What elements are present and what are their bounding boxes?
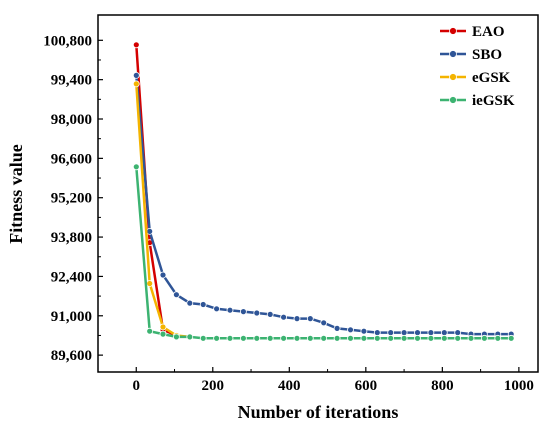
x-tick-label: 0 bbox=[133, 378, 141, 394]
data-point-sbo bbox=[226, 306, 234, 314]
x-tick-label: 200 bbox=[202, 378, 225, 394]
series-line-sbo bbox=[135, 75, 512, 336]
data-point-sbo bbox=[239, 308, 247, 316]
data-point-sbo bbox=[253, 309, 261, 317]
data-point-sbo bbox=[306, 315, 314, 323]
data-point-iegsk bbox=[253, 334, 261, 342]
data-point-sbo bbox=[159, 271, 167, 279]
data-point-iegsk bbox=[507, 334, 515, 342]
data-point-iegsk bbox=[387, 334, 395, 342]
data-point-sbo bbox=[360, 327, 368, 335]
data-point-sbo bbox=[213, 305, 221, 313]
data-point-sbo bbox=[280, 313, 288, 321]
data-point-iegsk bbox=[467, 334, 475, 342]
data-point-eao bbox=[132, 41, 140, 49]
data-point-sbo bbox=[146, 227, 154, 235]
legend-marker bbox=[449, 50, 457, 58]
plot-frame bbox=[97, 14, 539, 373]
data-point-sbo bbox=[347, 326, 354, 334]
data-point-sbo bbox=[440, 329, 448, 337]
data-point-sbo bbox=[293, 315, 301, 323]
x-axis: 0 200 400 600 800 1000 bbox=[133, 367, 534, 394]
data-point-sbo bbox=[266, 310, 274, 318]
legend-marker bbox=[449, 27, 457, 35]
x-axis-title: Number of iterations bbox=[238, 402, 399, 422]
data-point-iegsk bbox=[427, 334, 435, 342]
y-tick-label: 92,400 bbox=[51, 269, 92, 285]
x-tick-label: 400 bbox=[278, 378, 301, 394]
data-point-iegsk bbox=[400, 334, 408, 342]
data-point-iegsk bbox=[494, 334, 502, 342]
data-point-sbo bbox=[373, 329, 381, 337]
y-tick-label: 95,200 bbox=[51, 191, 92, 207]
x-tick-label: 600 bbox=[355, 378, 378, 394]
series-layer bbox=[132, 41, 515, 342]
data-point-iegsk bbox=[266, 334, 274, 342]
data-point-sbo bbox=[400, 329, 408, 337]
data-point-iegsk bbox=[199, 334, 207, 342]
legend: EAO SBO eGSK ieGSK bbox=[440, 24, 515, 109]
series-line-iegsk bbox=[135, 166, 512, 340]
legend-label: SBO bbox=[472, 47, 502, 63]
data-point-iegsk bbox=[280, 334, 288, 342]
x-tick-label: 800 bbox=[431, 378, 454, 394]
data-point-sbo bbox=[320, 319, 328, 327]
data-point-iegsk bbox=[320, 334, 328, 342]
data-point-iegsk bbox=[159, 330, 167, 338]
y-tick-label: 89,600 bbox=[51, 348, 92, 364]
y-tick-label: 100,800 bbox=[43, 33, 92, 49]
data-point-sbo bbox=[414, 329, 421, 337]
data-point-iegsk bbox=[146, 327, 154, 335]
data-point-iegsk bbox=[239, 334, 247, 342]
data-point-iegsk bbox=[347, 334, 354, 342]
y-axis-title: Fitness value bbox=[6, 144, 26, 244]
data-point-iegsk bbox=[360, 334, 368, 342]
legend-label: eGSK bbox=[472, 70, 511, 86]
y-tick-label: 96,600 bbox=[51, 151, 92, 167]
data-point-iegsk bbox=[213, 334, 221, 342]
legend-marker bbox=[449, 73, 457, 81]
data-point-iegsk bbox=[132, 163, 140, 171]
data-point-iegsk bbox=[454, 334, 462, 342]
data-point-sbo bbox=[427, 329, 435, 337]
y-tick-label: 99,400 bbox=[51, 73, 92, 89]
data-point-sbo bbox=[186, 299, 194, 307]
data-point-iegsk bbox=[186, 333, 194, 341]
data-point-iegsk bbox=[306, 334, 314, 342]
data-point-iegsk bbox=[480, 334, 488, 342]
y-tick-label: 98,000 bbox=[51, 112, 92, 128]
data-point-egsk bbox=[159, 323, 167, 331]
data-point-sbo bbox=[199, 301, 207, 308]
data-point-sbo bbox=[454, 329, 462, 337]
data-point-egsk bbox=[132, 80, 140, 88]
legend-label: ieGSK bbox=[472, 93, 515, 109]
data-point-iegsk bbox=[172, 333, 180, 341]
data-point-iegsk bbox=[373, 334, 381, 342]
data-point-sbo bbox=[387, 329, 395, 337]
y-axis: 89,600 91,000 92,400 93,800 95,200 96,600 98,0… bbox=[43, 33, 103, 364]
data-point-egsk bbox=[146, 280, 154, 287]
legend-marker bbox=[449, 96, 457, 104]
data-point-iegsk bbox=[414, 334, 421, 342]
y-tick-label: 91,000 bbox=[51, 309, 92, 325]
data-point-iegsk bbox=[333, 334, 341, 342]
data-point-sbo bbox=[333, 324, 341, 332]
data-point-sbo bbox=[132, 72, 140, 79]
data-point-sbo bbox=[172, 291, 180, 299]
legend-label: EAO bbox=[472, 24, 505, 40]
data-point-iegsk bbox=[226, 334, 234, 342]
x-tick-label: 1000 bbox=[504, 378, 534, 394]
data-point-iegsk bbox=[440, 334, 448, 342]
y-tick-label: 93,800 bbox=[51, 230, 92, 246]
data-point-iegsk bbox=[293, 334, 301, 342]
